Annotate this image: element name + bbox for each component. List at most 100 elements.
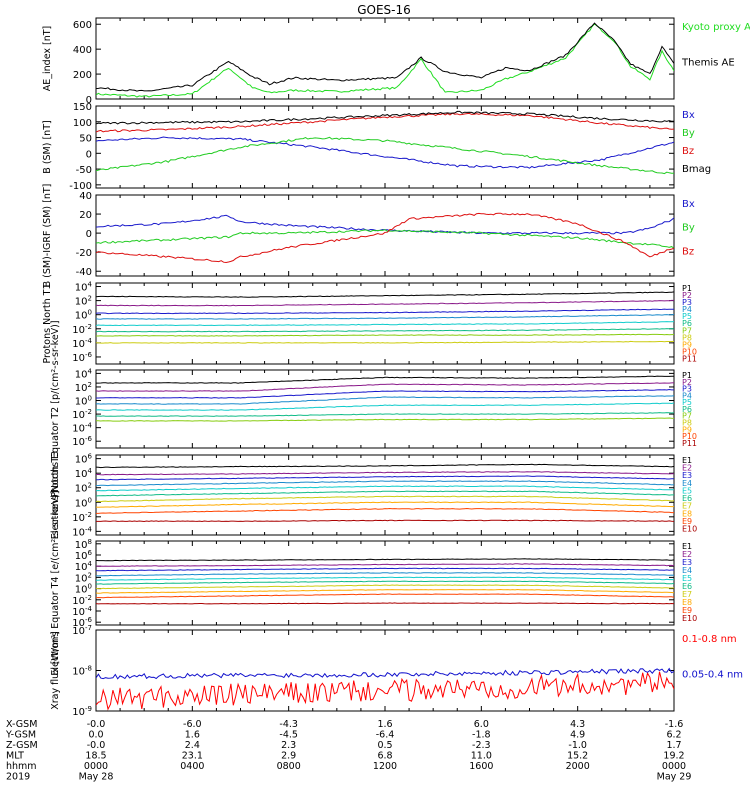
series-line-p3 <box>96 308 674 315</box>
legend-entry: P8 <box>682 333 692 342</box>
ephemeris-value: 4.9 <box>570 730 585 741</box>
series-line-e5 <box>96 576 674 581</box>
series-line-e4 <box>96 480 674 487</box>
legend-entry: E2 <box>682 464 692 473</box>
panel-3: -40 -20 0 20 40 B (SM)-IGRF (SM) [nT] Bx By Bz <box>42 184 695 288</box>
legend-entry: E6 <box>682 582 692 591</box>
legend-entry: P3 <box>682 298 692 307</box>
legend-entry: P3 <box>682 385 692 394</box>
series-line-p6 <box>96 412 674 417</box>
y-tick-label: 104 <box>75 560 93 573</box>
y-tick-label: -100 <box>69 181 92 192</box>
legend-entry: E4 <box>682 566 692 575</box>
ephemeris-value: 1.7 <box>666 740 681 751</box>
y-tick-label: 102 <box>75 571 92 584</box>
y-tick-label: 10-9 <box>72 705 92 718</box>
y-tick-label: 400 <box>73 45 92 56</box>
end-date-label: May 29 <box>657 772 692 783</box>
ephemeris-value: 0000 <box>84 761 108 772</box>
legend-entry: Themis AE <box>681 58 735 69</box>
ephemeris-row-label: Y-GSM <box>5 730 36 741</box>
y-axis-label: B (SM)-IGRF (SM) [nT] <box>42 184 53 288</box>
series-line-p8 <box>96 340 674 344</box>
y-tick-label: 102 <box>75 381 92 394</box>
ephemeris-value: -1.0 <box>568 740 587 751</box>
legend-entry: P1 <box>682 371 692 380</box>
y-tick-label: 50 <box>79 134 92 145</box>
y-tick-label: 100 <box>75 583 92 596</box>
ephemeris-value: 1.6 <box>377 719 392 730</box>
y-tick-label: 100 <box>75 496 92 509</box>
legend-entry: 0.05-0.4 nm <box>682 670 743 681</box>
legend-entry: E5 <box>682 574 692 583</box>
y-tick-label: 150 <box>73 102 92 113</box>
y-tick-label: -40 <box>76 267 92 278</box>
series-line-p1 <box>96 375 674 384</box>
y-tick-label: 104 <box>75 467 93 480</box>
y-axis-label: Xray flux [W/m²] <box>50 631 61 710</box>
series-line-e3 <box>96 475 674 481</box>
series-line-bx <box>96 136 674 169</box>
series-line-p7 <box>96 417 674 422</box>
series-line-e2 <box>96 563 674 567</box>
legend-entry: By <box>682 128 695 139</box>
ephemeris-row-label: Z-GSM <box>6 740 38 751</box>
series-line-by <box>96 229 674 249</box>
y-axis-label: Protons North T1 <box>42 283 53 363</box>
legend-entry: E10 <box>682 525 697 534</box>
series-line-e1 <box>96 463 674 469</box>
legend-entry: E9 <box>682 517 692 526</box>
ephemeris-value: 0000 <box>662 761 686 772</box>
y-tick-label: 10-4 <box>72 337 92 350</box>
legend-entry: By <box>682 223 695 234</box>
legend-entry: 0.1-0.8 nm <box>682 634 737 645</box>
y-tick-label: 10-7 <box>72 624 92 637</box>
series-line-p2 <box>96 382 674 392</box>
y-tick-label: 102 <box>75 295 92 308</box>
y-tick-label: 100 <box>75 395 92 408</box>
panel-frame <box>95 369 675 449</box>
series-line-themis-ae <box>96 22 674 92</box>
ephemeris-value: 11.0 <box>471 751 492 762</box>
series-line-bz <box>96 112 674 133</box>
ephemeris-value: 1600 <box>469 761 493 772</box>
series-line-bx <box>96 214 674 235</box>
y-tick-label: 10-2 <box>72 594 92 607</box>
series-line-p6 <box>96 328 674 333</box>
panel-8: 10-7 10-8 10-9 Xray flux [W/m²] 0.1-0.8 nm 0.… <box>50 624 743 718</box>
y-axis-label: B (SM) [nT] <box>42 120 53 173</box>
series-line-e5 <box>96 485 674 492</box>
series-line-p3 <box>96 388 674 399</box>
legend-entry: P2 <box>682 291 692 300</box>
legend-entry: P10 <box>682 347 697 356</box>
ephemeris-value: 18.5 <box>85 751 106 762</box>
legend-entry: E5 <box>682 486 692 495</box>
legend-entry: E3 <box>682 471 692 480</box>
ephemeris-value: 1200 <box>373 761 397 772</box>
series-line-by <box>96 136 674 175</box>
y-tick-label: 20 <box>79 210 92 221</box>
ephemeris-row-label: hhmm <box>6 761 37 772</box>
series-line-0-05-0-4-nm <box>96 667 674 680</box>
y-tick-label: 0 <box>86 229 92 240</box>
legend-entry: P7 <box>682 326 692 335</box>
legend-entry: P10 <box>682 432 697 441</box>
legend-entry: E4 <box>682 479 692 488</box>
y-tick-label: 0 <box>86 95 92 106</box>
series-line-e9 <box>96 593 674 599</box>
y-tick-label: 10-6 <box>72 351 92 364</box>
y-tick-label: 106 <box>75 453 93 466</box>
ephemeris-row-label: MLT <box>6 751 24 762</box>
legend-entry: P6 <box>682 405 692 414</box>
ephemeris-value: -1.6 <box>665 719 684 730</box>
ephemeris-value: 2.4 <box>185 740 200 751</box>
ephemeris-value: -0.0 <box>87 740 106 751</box>
series-line-p1 <box>96 291 674 298</box>
legend-entry: E2 <box>682 550 692 559</box>
ephemeris-value: 0400 <box>180 761 204 772</box>
legend-entry: P1 <box>682 284 692 293</box>
series-line-e6 <box>96 580 674 585</box>
y-tick-label: 10-6 <box>72 616 92 629</box>
